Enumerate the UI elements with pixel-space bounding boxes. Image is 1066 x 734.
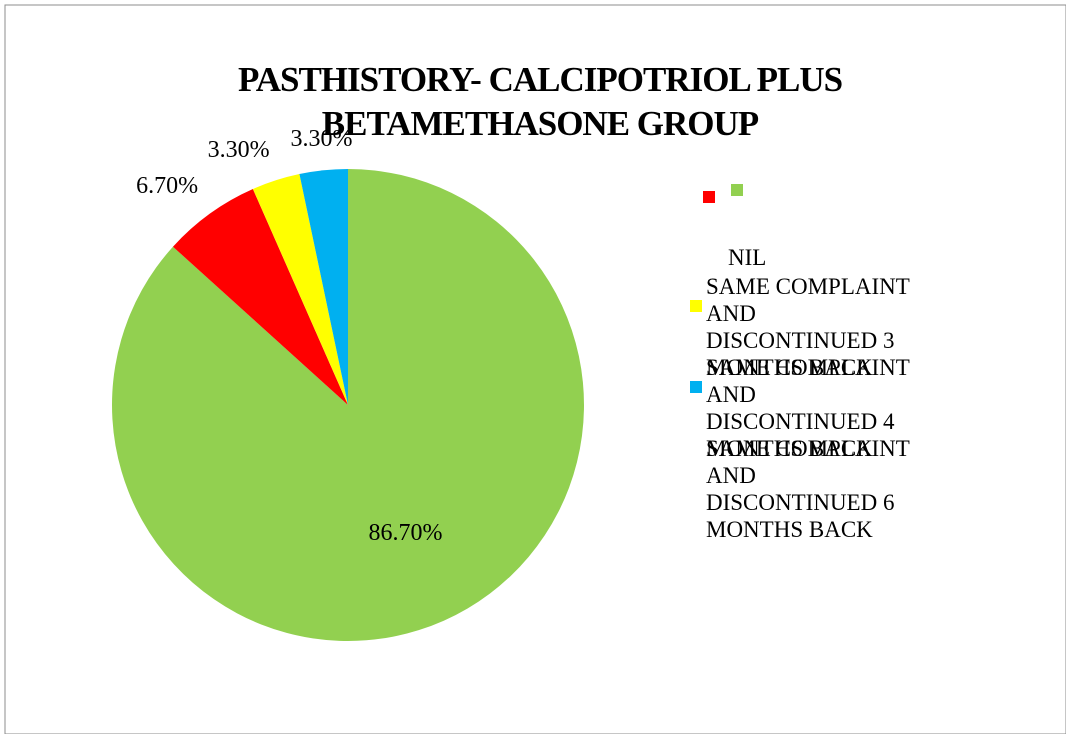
pie-slice xyxy=(299,169,348,405)
pie-slice xyxy=(172,189,348,405)
chart-title: PASTHISTORY- CALCIPOTRIOL PLUS BETAMETHA… xyxy=(237,60,843,143)
pie-slice xyxy=(252,174,348,405)
legend-label: SAME COMPLAINT AND DISCONTINUED 3 MONTHS… xyxy=(706,274,910,380)
chart-border xyxy=(4,4,1066,734)
legend-marker xyxy=(690,300,702,312)
legend-label: SAME COMPLAINT AND DISCONTINUED 6 MONTHS… xyxy=(706,436,910,542)
data-label: 6.70% xyxy=(136,173,198,199)
legend-label: SAME COMPLAINT AND DISCONTINUED 4 MONTHS… xyxy=(706,355,910,461)
legend-marker xyxy=(703,191,715,203)
legend-label: NIL xyxy=(728,245,767,270)
data-label: 3.30% xyxy=(291,126,353,152)
legend-marker xyxy=(690,381,702,393)
data-label: 3.30% xyxy=(208,137,270,163)
legend-marker xyxy=(731,184,743,196)
data-label: 86.70% xyxy=(368,520,442,546)
